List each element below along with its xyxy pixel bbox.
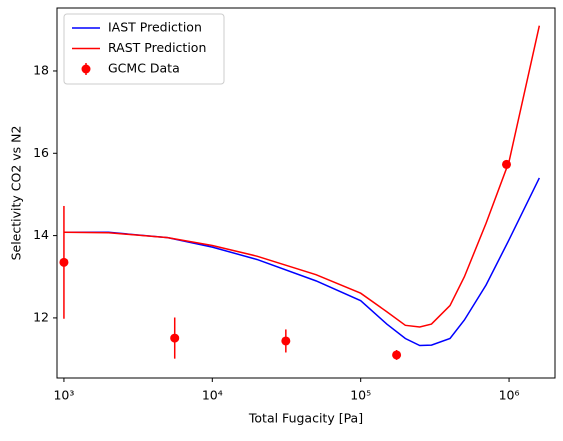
x-tick-label: 10⁶ [499,388,520,403]
plot-frame [56,7,556,379]
line-series [63,25,541,328]
x-tick-label: 10⁴ [202,388,223,403]
x-tick-label: 10⁵ [350,388,371,403]
line-series [63,177,541,347]
y-tick-label: 16 [33,145,49,160]
legend-box [63,13,225,85]
data-point [392,350,402,360]
y-tick-label: 14 [33,227,49,242]
x-tick-label: 10³ [53,388,74,403]
x-axis-label: Total Fugacity [Pa] [248,411,363,426]
data-point [281,336,291,346]
y-axis-label: Selectivity CO2 vs N2 [9,126,24,261]
legend-label: IAST Prediction [108,20,202,35]
data-point [170,333,180,343]
data-point [59,257,69,267]
y-tick-label: 18 [33,62,49,77]
data-point [501,159,511,169]
y-tick-label: 12 [33,309,49,324]
legend-label: GCMC Data [108,61,180,76]
legend-swatch [81,64,91,74]
legend-label: RAST Prediction [108,40,206,55]
